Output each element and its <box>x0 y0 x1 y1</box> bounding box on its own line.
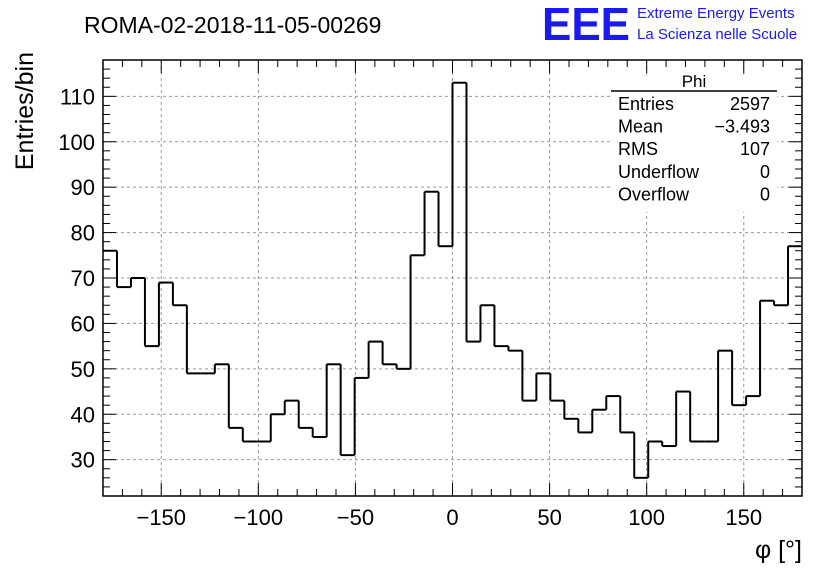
histogram-series <box>103 81 802 479</box>
y-tick-label: 70 <box>71 266 95 291</box>
stats-row-label: Mean <box>618 117 663 137</box>
logo-text: EEE <box>542 0 630 50</box>
x-tick-label: −100 <box>234 505 284 530</box>
x-tick-label: −150 <box>136 505 186 530</box>
y-tick-label: 40 <box>71 402 95 427</box>
stats-row-value: 0 <box>760 184 770 204</box>
y-tick-label: 80 <box>71 221 95 246</box>
axes: −150 −100 −50 0 50 100 150 30 40 50 60 70 80 90 100 110 <box>58 59 803 530</box>
x-tick-label: 50 <box>537 505 561 530</box>
stats-row-label: RMS <box>618 139 658 159</box>
y-tick-label: 50 <box>71 357 95 382</box>
eee-logo: EEE Extreme Energy Events La Scienza nel… <box>542 0 797 50</box>
stats-box-background <box>611 76 777 212</box>
y-axis-label: Entries/bin <box>11 52 39 170</box>
x-tick-label: 0 <box>446 505 458 530</box>
logo-line-2: La Scienza nelle Scuole <box>637 26 797 43</box>
stats-row-value: 2597 <box>730 94 770 114</box>
x-tick-label: 100 <box>628 505 665 530</box>
stats-row-label: Overflow <box>618 184 690 204</box>
y-tick-label: 90 <box>71 175 95 200</box>
x-axis-label: φ [°] <box>755 536 802 564</box>
stats-row-label: Underflow <box>618 162 700 182</box>
chart-title: ROMA-02-2018-11-05-00269 <box>84 12 381 38</box>
logo-line-1: Extreme Energy Events <box>637 5 795 22</box>
x-tick-label: −50 <box>337 505 374 530</box>
y-tick-label: 100 <box>58 130 95 155</box>
stats-row-value: −3.493 <box>714 117 770 137</box>
y-tick-label: 110 <box>60 84 95 109</box>
stats-row-value: 0 <box>760 162 770 182</box>
x-tick-label: 150 <box>725 505 762 530</box>
stats-box: Phi Entries 2597 Mean −3.493 RMS 107 Underflow 0… <box>611 72 777 212</box>
y-tick-label: 60 <box>71 311 95 336</box>
stats-row-label: Entries <box>618 94 674 114</box>
stats-row-value: 107 <box>740 139 770 159</box>
stats-box-title: Phi <box>682 72 707 91</box>
y-tick-label: 30 <box>71 448 95 473</box>
